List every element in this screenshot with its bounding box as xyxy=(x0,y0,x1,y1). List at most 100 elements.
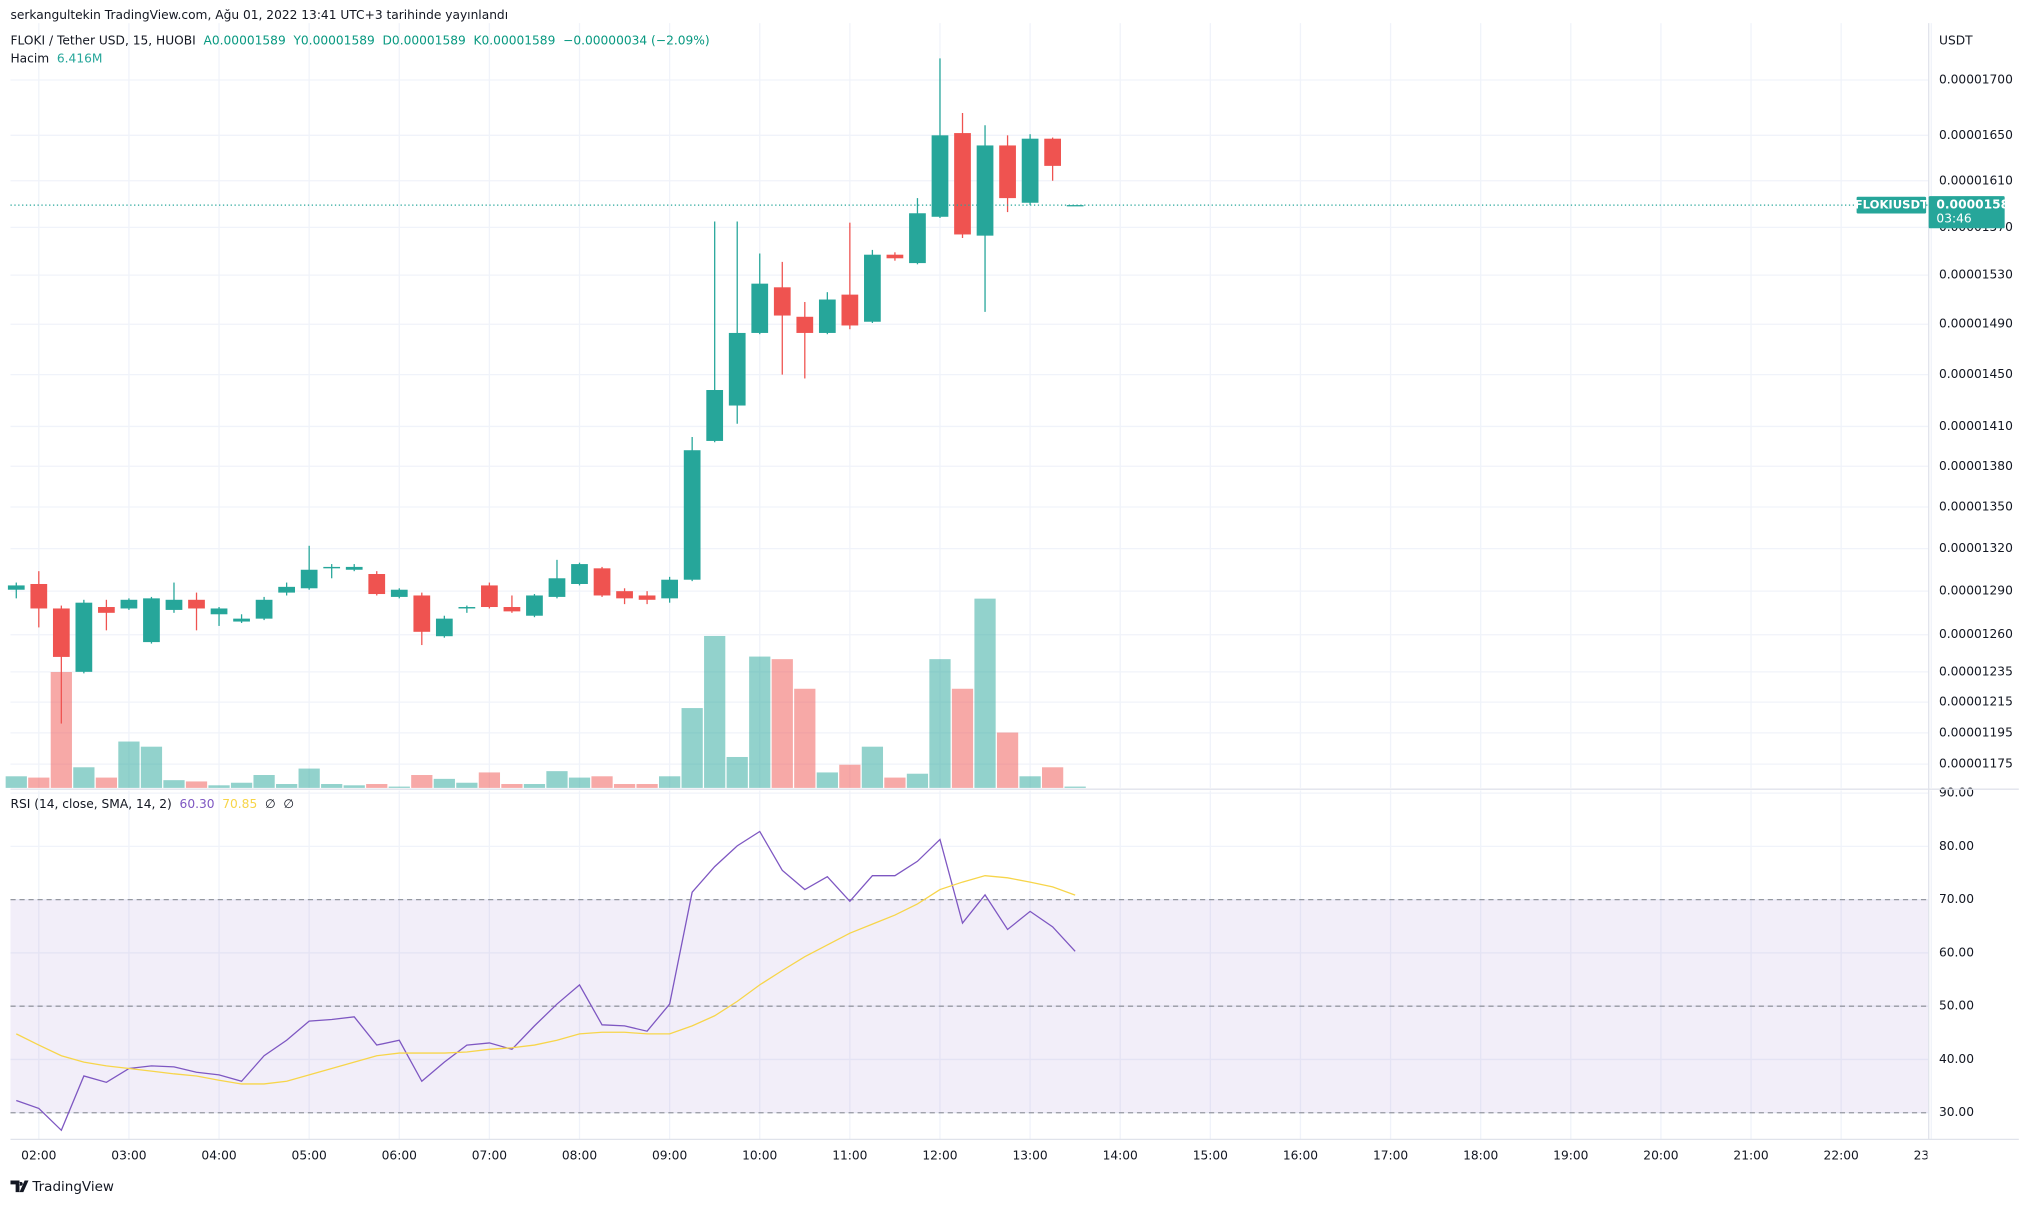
volume-bar xyxy=(704,635,726,788)
candle-body xyxy=(796,316,814,333)
candle-body xyxy=(435,618,453,637)
volume-bar xyxy=(388,786,410,788)
logo-text: TradingView xyxy=(31,1179,114,1195)
candle-body xyxy=(368,574,386,595)
rsi-layer xyxy=(15,830,1076,1132)
x-tick-label: 23:00 xyxy=(1914,1149,1949,1163)
volume-bar xyxy=(974,598,996,788)
volume-bar xyxy=(794,688,816,788)
candle-body xyxy=(864,254,881,322)
price-tag-text: 0.00001589 xyxy=(1936,198,2017,212)
y-tick-label: 0.00001175 xyxy=(1939,757,2013,771)
x-tick-label: 09:00 xyxy=(652,1149,687,1163)
volume-bar xyxy=(321,784,343,788)
price-tag-countdown: 03:46 xyxy=(1936,212,1971,226)
x-tick-label: 05:00 xyxy=(292,1149,327,1163)
volume-bar xyxy=(230,782,253,788)
candle-body xyxy=(931,135,949,217)
y-tick-label: 0.00001290 xyxy=(1939,584,2013,598)
volume-bar xyxy=(839,764,861,788)
y-tick-label: 0.00001650 xyxy=(1939,128,2013,142)
y-tick-label: 0.00001450 xyxy=(1939,367,2013,381)
x-tick-label: 18:00 xyxy=(1463,1149,1498,1163)
y-tick-label: 0.00001610 xyxy=(1939,173,2013,187)
x-tick-label: 04:00 xyxy=(201,1149,236,1163)
legend-ohlc: A0.00001589 xyxy=(204,34,286,48)
y-tick-label: 0.00001235 xyxy=(1939,664,2013,678)
volume-bar xyxy=(1042,767,1064,788)
volume-bar xyxy=(28,777,50,788)
legends: FLOKI / Tether USD, 15, HUOBI A0.00001589… xyxy=(10,34,709,811)
candle-body xyxy=(98,607,115,613)
legend-symbol: FLOKI / Tether USD, 15, HUOBI xyxy=(10,34,195,48)
candle-body xyxy=(661,579,678,599)
candle-body xyxy=(638,595,656,600)
legend-volume-value: 6.416M xyxy=(57,52,103,66)
candle-body xyxy=(571,564,588,584)
candle-body xyxy=(818,299,836,333)
candle-body xyxy=(999,145,1016,199)
volume-bar xyxy=(861,746,884,788)
volume-bar xyxy=(816,772,838,788)
x-tick-label: 16:00 xyxy=(1283,1149,1318,1163)
volume-bar xyxy=(343,785,365,788)
candle-body xyxy=(773,287,791,316)
publisher-line: serkangultekin TradingView.com, Ağu 01, … xyxy=(10,8,508,22)
candle-body xyxy=(616,591,633,599)
volume-bar xyxy=(298,768,320,788)
y-tick-label: 40.00 xyxy=(1939,1052,1974,1066)
x-tick-label: 22:00 xyxy=(1824,1149,1859,1163)
y-tick-label: 0.00001320 xyxy=(1939,541,2013,555)
y-tick-label: 0.00001260 xyxy=(1939,627,2013,641)
volume-bar xyxy=(456,782,478,788)
y-tick-label: 0.00001380 xyxy=(1939,459,2013,473)
y-tick-label: 80.00 xyxy=(1939,839,1974,853)
candle-layer xyxy=(7,58,1929,724)
y-tick-label: 60.00 xyxy=(1939,945,1974,959)
y-tick-label: 0.00001490 xyxy=(1939,317,2013,331)
candle-body xyxy=(233,618,250,622)
volume-bar xyxy=(140,746,163,788)
legend-ohlc: D0.00001589 xyxy=(383,34,466,48)
volume-bar xyxy=(366,784,388,788)
candle-body xyxy=(526,595,543,616)
candle-body xyxy=(503,607,521,612)
volume-bar xyxy=(636,784,658,788)
rsi-line xyxy=(16,830,1076,1132)
candle-body xyxy=(75,602,93,672)
volume-bar xyxy=(411,775,433,788)
x-tick-label: 14:00 xyxy=(1103,1149,1138,1163)
volume-bar xyxy=(996,732,1019,788)
candle-body xyxy=(255,599,273,619)
y-tick-label: 0.00001530 xyxy=(1939,268,2013,282)
candle-body xyxy=(323,566,341,569)
y-tick-label: 50.00 xyxy=(1939,999,1974,1013)
candle-body xyxy=(7,585,25,590)
legend-rsi-value: 70.85 xyxy=(222,797,257,811)
candle-body xyxy=(548,578,566,597)
volume-bar xyxy=(546,771,568,788)
y-tick-label: 70.00 xyxy=(1939,892,1974,906)
candle-body xyxy=(1021,138,1039,203)
volume-bar xyxy=(1064,786,1086,788)
candle-body xyxy=(52,608,70,657)
volume-bar xyxy=(276,784,298,788)
candle-body xyxy=(30,583,48,609)
candle-body xyxy=(210,608,228,615)
y-axis-unit: USDT xyxy=(1939,34,1973,48)
candle-body xyxy=(278,586,295,593)
y-tick-label: 0.00001215 xyxy=(1939,695,2013,709)
x-tick-label: 08:00 xyxy=(562,1149,597,1163)
candle-body xyxy=(188,599,205,609)
x-tick-label: 19:00 xyxy=(1553,1149,1588,1163)
y-tick-label: 0.00001350 xyxy=(1939,499,2013,513)
x-tick-label: 02:00 xyxy=(21,1149,56,1163)
x-tick-label: 15:00 xyxy=(1193,1149,1228,1163)
x-tick-label: 07:00 xyxy=(472,1149,507,1163)
rsi-background xyxy=(10,899,1929,1114)
x-tick-label: 12:00 xyxy=(922,1149,957,1163)
volume-bar xyxy=(906,773,929,788)
x-axis-labels: 02:00 03:00 04:00 05:00 06:00 07:00 08:00 09:00… xyxy=(21,1149,1949,1163)
